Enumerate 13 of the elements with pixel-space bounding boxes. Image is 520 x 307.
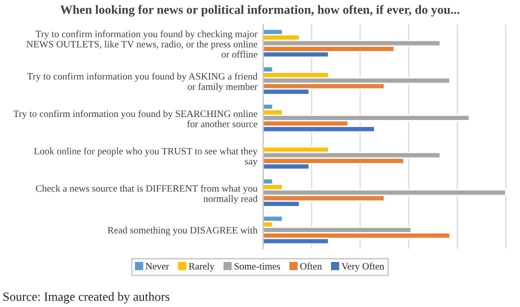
legend-label: Never [146, 263, 170, 270]
legend-label: Very Often [342, 262, 384, 272]
legend-label: Often [300, 262, 322, 270]
y-tick-label: Try to confirm information you found by ASKING a friend or family member [27, 72, 258, 92]
y-tick-label: Try to confirm information you found by SEARCHING online for another source [13, 110, 258, 128]
y-tick-label: Try to confirm information you found by checking major NEWS OUTLETS, like TV news, radio, or the press online or offline [26, 30, 258, 58]
source-note: Source: Image created by authors [3, 292, 170, 304]
y-tick-label: Read something you DISAGREE with [108, 226, 258, 236]
legend-label: Some-times [234, 263, 280, 270]
y-tick-label: Look online for people who you TRUST to see what they say [34, 147, 258, 167]
chart-title: When looking for news or political information, how often, if ever, do you... [60, 4, 460, 17]
legend-label: Rarely [188, 262, 214, 272]
y-tick-label: Check a news source that is DIFFERENT from what you normally read [36, 184, 258, 204]
